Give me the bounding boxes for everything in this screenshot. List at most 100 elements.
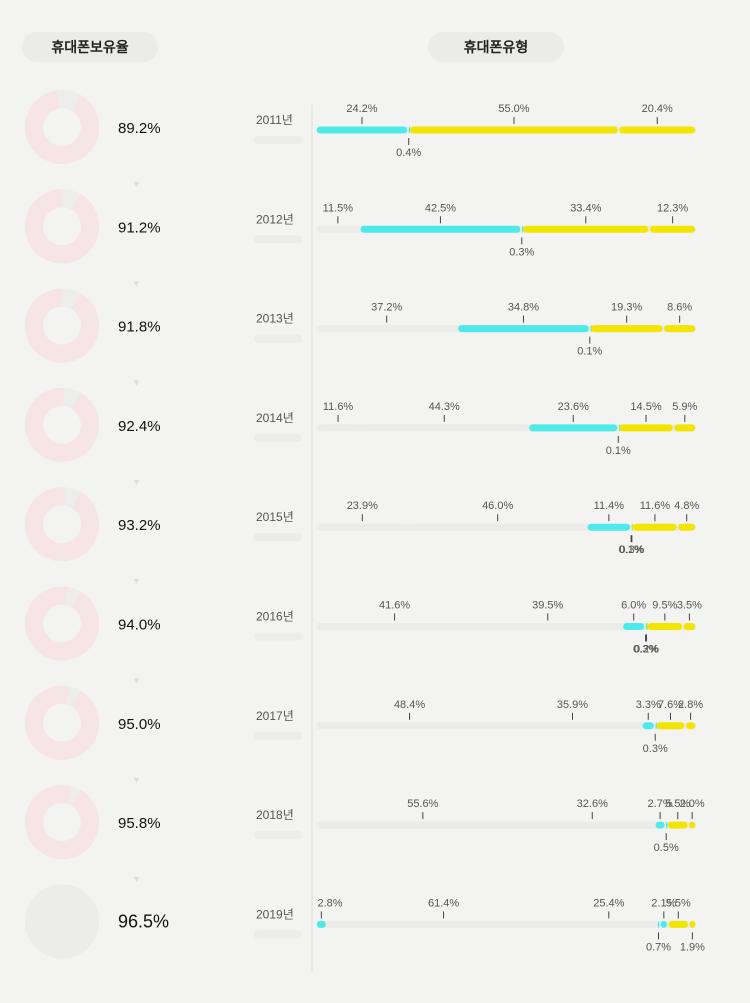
segment-value-label: 3.3% [636, 699, 661, 711]
segment-value-label: 3.5% [677, 600, 702, 612]
bar-segment [664, 325, 696, 333]
segment-value-label: 14.5% [630, 401, 661, 413]
donut-value-arc [25, 586, 99, 661]
donut-value-arc [25, 90, 99, 164]
year-sublabel-bar [254, 632, 302, 641]
segment-value-label: 37.2% [371, 302, 402, 314]
donut-fill [25, 884, 99, 959]
segment-value-label: 35.9% [557, 699, 588, 711]
year-label: 2015년 [256, 510, 294, 524]
row-connector-arrow: ▼ [132, 775, 141, 785]
bar-segment [623, 623, 645, 630]
segment-value-label: 2.1% [651, 897, 676, 909]
bar-segment [668, 920, 688, 928]
segment-value-label: 34.8% [508, 302, 539, 314]
donut-value-arc [25, 387, 99, 462]
segment-value-label: 0.1% [577, 346, 602, 358]
bar-segment [689, 920, 696, 928]
year-sublabel-bar [254, 136, 302, 144]
bar-segment [360, 225, 521, 233]
bar-segment [530, 821, 655, 829]
segment-value-label: 0.3% [643, 743, 668, 755]
ownership-value-label: 93.2% [118, 517, 161, 534]
year-sublabel-bar [254, 831, 302, 840]
bar-segment [656, 722, 685, 730]
year-sublabel-bar [254, 930, 302, 939]
row-connector-arrow: ▼ [132, 179, 141, 189]
phone-type-header: 휴대폰유형 [428, 32, 564, 62]
ownership-value-label: 94.0% [118, 617, 161, 634]
bar-segment [660, 920, 668, 928]
donut-value-arc [25, 785, 99, 860]
bar-segment [674, 424, 696, 432]
ownership-value-label: 89.2% [118, 120, 161, 137]
bar-segment [689, 821, 696, 829]
bar-segment [410, 126, 618, 134]
row-connector-arrow: ▼ [132, 477, 141, 487]
segment-value-label: 5.5% [666, 897, 691, 909]
ownership-value-label: 95.8% [118, 815, 161, 832]
bar-segment [523, 225, 649, 233]
ownership-value-label: 96.5% [118, 911, 169, 931]
bar-segment [458, 325, 589, 333]
bar-segment [645, 623, 648, 630]
bar-segment [409, 523, 586, 531]
segment-value-label: 25.4% [593, 897, 624, 909]
segment-value-label: 19.3% [611, 302, 642, 314]
segment-value-label: 11.5% [323, 202, 354, 214]
bar-segment [633, 523, 677, 531]
segment-value-label: 23.6% [558, 401, 589, 413]
segment-value-label: 11.6% [640, 500, 671, 512]
bar-segment [316, 424, 360, 432]
bar-segment [316, 523, 408, 531]
segment-value-label: 5.9% [672, 401, 697, 413]
year-sublabel-bar [254, 533, 302, 542]
bar-segment [316, 623, 473, 630]
bar-segment [666, 821, 668, 829]
segment-value-label: 42.5% [425, 202, 456, 214]
year-label: 2017년 [256, 709, 294, 723]
year-sublabel-bar [254, 731, 302, 740]
year-sublabel-bar [254, 433, 302, 442]
donut-value-arc [25, 685, 99, 760]
year-label: 2011년 [256, 113, 293, 127]
bar-segment [316, 126, 408, 134]
ownership-value-label: 91.2% [118, 219, 161, 236]
year-label: 2019년 [256, 907, 294, 921]
row-connector-arrow: ▼ [132, 874, 141, 884]
bar-segment [650, 225, 696, 233]
segment-value-label: 23.9% [347, 500, 378, 512]
donut-value-arc [25, 288, 99, 363]
segment-value-label: 6.0% [621, 600, 646, 612]
segment-value-label: 0.4% [396, 147, 421, 159]
bar-segment [632, 523, 634, 531]
segment-value-label: 0.3% [633, 644, 658, 656]
segment-value-label: 41.6% [379, 600, 410, 612]
bar-segment [667, 821, 688, 829]
segment-value-label: 33.4% [570, 202, 601, 214]
segment-value-label: 2.8% [317, 897, 342, 909]
year-sublabel-bar [254, 235, 302, 244]
bar-segment [473, 623, 622, 630]
bar-segment [647, 623, 682, 630]
bar-segment [657, 920, 660, 928]
segment-value-label: 2.0% [680, 798, 705, 810]
ownership-value-label: 91.8% [118, 319, 161, 336]
bar-segment [619, 424, 673, 432]
ownership-value-label: 95.0% [118, 716, 161, 733]
segment-value-label: 0.3% [619, 544, 644, 556]
row-connector-arrow: ▼ [132, 676, 141, 686]
segment-value-label: 39.5% [532, 600, 563, 612]
bar-segment [683, 623, 696, 630]
bar-segment [316, 225, 359, 233]
bar-segment [587, 523, 631, 531]
segment-value-label: 12.3% [657, 202, 688, 214]
bar-segment [316, 821, 529, 829]
bar-segment [327, 920, 560, 928]
bar-segment [316, 920, 326, 928]
row-connector-arrow: ▼ [132, 278, 141, 288]
segment-value-label: 1.9% [680, 941, 705, 953]
bar-segment [561, 920, 657, 928]
segment-value-label: 0.2% [634, 644, 659, 656]
